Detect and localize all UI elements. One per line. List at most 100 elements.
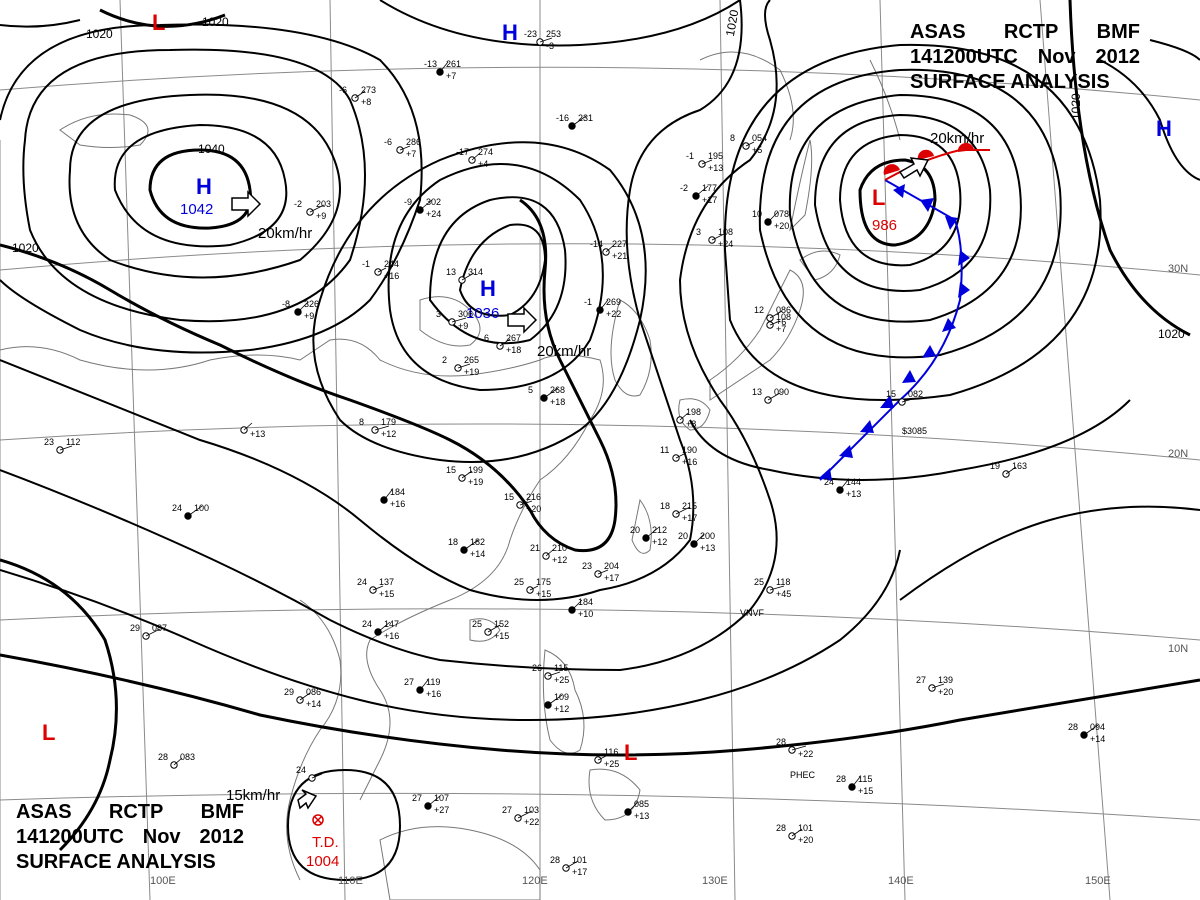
isobar-1036-china xyxy=(458,223,547,317)
cold-front-tooth xyxy=(945,216,958,230)
station-pressure: 212 xyxy=(652,525,667,535)
station-pressure: 203 xyxy=(316,199,331,209)
station-temperature: -2 xyxy=(294,199,302,209)
station-temperature: -2 xyxy=(680,183,688,193)
station-pressure: 314 xyxy=(468,267,483,277)
station-temperature: -1 xyxy=(362,259,370,269)
coast-luzon xyxy=(542,649,585,754)
station-plot: 18 215 +17 xyxy=(660,501,697,523)
isobar-1008 xyxy=(0,653,1200,757)
station-tendency: +13 xyxy=(700,543,715,553)
station-tendency: +12 xyxy=(552,555,567,565)
station-tendency: +16 xyxy=(426,689,441,699)
high-pressure-value: 1042 xyxy=(180,201,213,218)
wind-barb-icon xyxy=(377,621,391,633)
year-label: 2012 xyxy=(199,826,244,848)
station-pressure: 326 xyxy=(304,299,319,309)
lat-label: 10N xyxy=(1168,643,1188,655)
wind-barb-icon xyxy=(711,232,727,241)
isobar-top-low-ring xyxy=(99,8,226,28)
cold-front xyxy=(819,179,970,481)
station-temperature: 13 xyxy=(446,267,456,277)
station-plot: -8 326 +9 xyxy=(282,299,319,321)
station-temperature: -9 xyxy=(404,197,412,207)
station-temperature: 8 xyxy=(730,133,735,143)
high-marker: H xyxy=(480,276,496,301)
station-temperature: -8 xyxy=(282,299,290,309)
wind-barb-icon xyxy=(1083,724,1099,736)
isobar-low-4 xyxy=(788,93,1022,323)
isobar-1024-china xyxy=(312,141,647,463)
station-tendency: +15 xyxy=(379,589,394,599)
station-tendency: -3 xyxy=(546,41,554,51)
wind-barb-icon xyxy=(571,599,583,611)
pressure-systems: H 1042 20km/hr H 1036 20km/hr L 986 20km… xyxy=(42,10,1172,870)
coast-borneo xyxy=(379,826,541,900)
isobar-east-lower xyxy=(899,505,1200,601)
station-temperature: 5 xyxy=(528,385,533,395)
wind-barb-icon xyxy=(439,61,449,73)
station-tendency: +12 xyxy=(381,429,396,439)
isobar-1016 xyxy=(0,0,743,601)
isobar-label: 1040 xyxy=(198,142,225,156)
station-plot: 27 139 +20 xyxy=(916,675,953,697)
station-plot: 25 175 +15 xyxy=(514,577,551,599)
isobar-label: 1020 xyxy=(12,241,39,255)
station-pressure: 261 xyxy=(446,59,461,69)
wind-barb-icon xyxy=(769,585,785,591)
station-temperature: 15 xyxy=(886,389,896,399)
station-pressure: 137 xyxy=(379,577,394,587)
station-tendency: +19 xyxy=(468,477,483,487)
wind-barb-icon xyxy=(565,860,579,869)
station-temperature: 27 xyxy=(412,793,422,803)
station-tendency: +13 xyxy=(708,163,723,173)
station-pressure: 253 xyxy=(546,29,561,39)
station-temperature: -14 xyxy=(590,239,603,249)
station-pressure: 090 xyxy=(774,387,789,397)
station-temperature: 18 xyxy=(448,537,458,547)
low-marker: L xyxy=(872,185,885,210)
wind-barb-icon xyxy=(675,453,685,459)
station-tendency: +5 xyxy=(752,145,762,155)
station-pressure: 078 xyxy=(774,209,789,219)
wind-barb-icon xyxy=(419,679,429,691)
station-pressure: 231 xyxy=(578,113,593,123)
station-tendency: +17 xyxy=(572,867,587,877)
title-block-bottom: ASAS RCTP BMF 141200UTC Nov 2012 SURFACE… xyxy=(16,800,244,875)
station-plot: -23 253 -3 xyxy=(524,29,561,51)
wind-barb-icon xyxy=(571,115,587,127)
station-plots: -13 261+7-6 273+8-23 253-3-16 231-17 274+4-6 2… xyxy=(44,29,1105,877)
wind-barb-icon xyxy=(377,267,387,273)
station-plot: 29 087 xyxy=(130,623,167,640)
station-temperature: 24 xyxy=(357,577,367,587)
station-tendency: +16 xyxy=(682,457,697,467)
station-plot: 18 182 +14 xyxy=(448,537,485,559)
wind-barb-icon xyxy=(299,692,311,701)
motion-speed: 15km/hr xyxy=(226,787,280,804)
tropical-depression-icon xyxy=(312,814,324,826)
lat-label: 20N xyxy=(1168,448,1188,460)
station-temperature: 26 xyxy=(532,663,542,673)
wind-barb-icon xyxy=(419,199,433,211)
station-temperature: -23 xyxy=(524,29,537,39)
station-pressure: 268 xyxy=(550,385,565,395)
station-pressure: 286 xyxy=(406,137,421,147)
station-pressure: 199 xyxy=(468,465,483,475)
station-temperature: -6 xyxy=(384,137,392,147)
station-id: PHEC xyxy=(790,770,816,780)
station-ids: VNVF PHEC $3085 xyxy=(740,426,927,780)
coast-sea-of-okhotsk xyxy=(699,51,794,141)
station-plot: 28 101 +20 xyxy=(776,823,813,845)
station-plot: 6 267 +18 xyxy=(484,333,521,355)
station-tendency: +16 xyxy=(384,631,399,641)
station-plot: -1 269 +22 xyxy=(584,297,621,319)
wind-barb-icon xyxy=(457,363,471,369)
station-tendency: +22 xyxy=(606,309,621,319)
station-pressure: 101 xyxy=(572,855,587,865)
wind-barb-icon xyxy=(605,244,615,253)
station-label: RCTP xyxy=(1003,21,1059,43)
station-tendency: +21 xyxy=(612,251,627,261)
wind-barb-icon xyxy=(547,694,563,706)
coast-bohai xyxy=(419,296,481,347)
wind-barb-icon xyxy=(519,500,533,506)
